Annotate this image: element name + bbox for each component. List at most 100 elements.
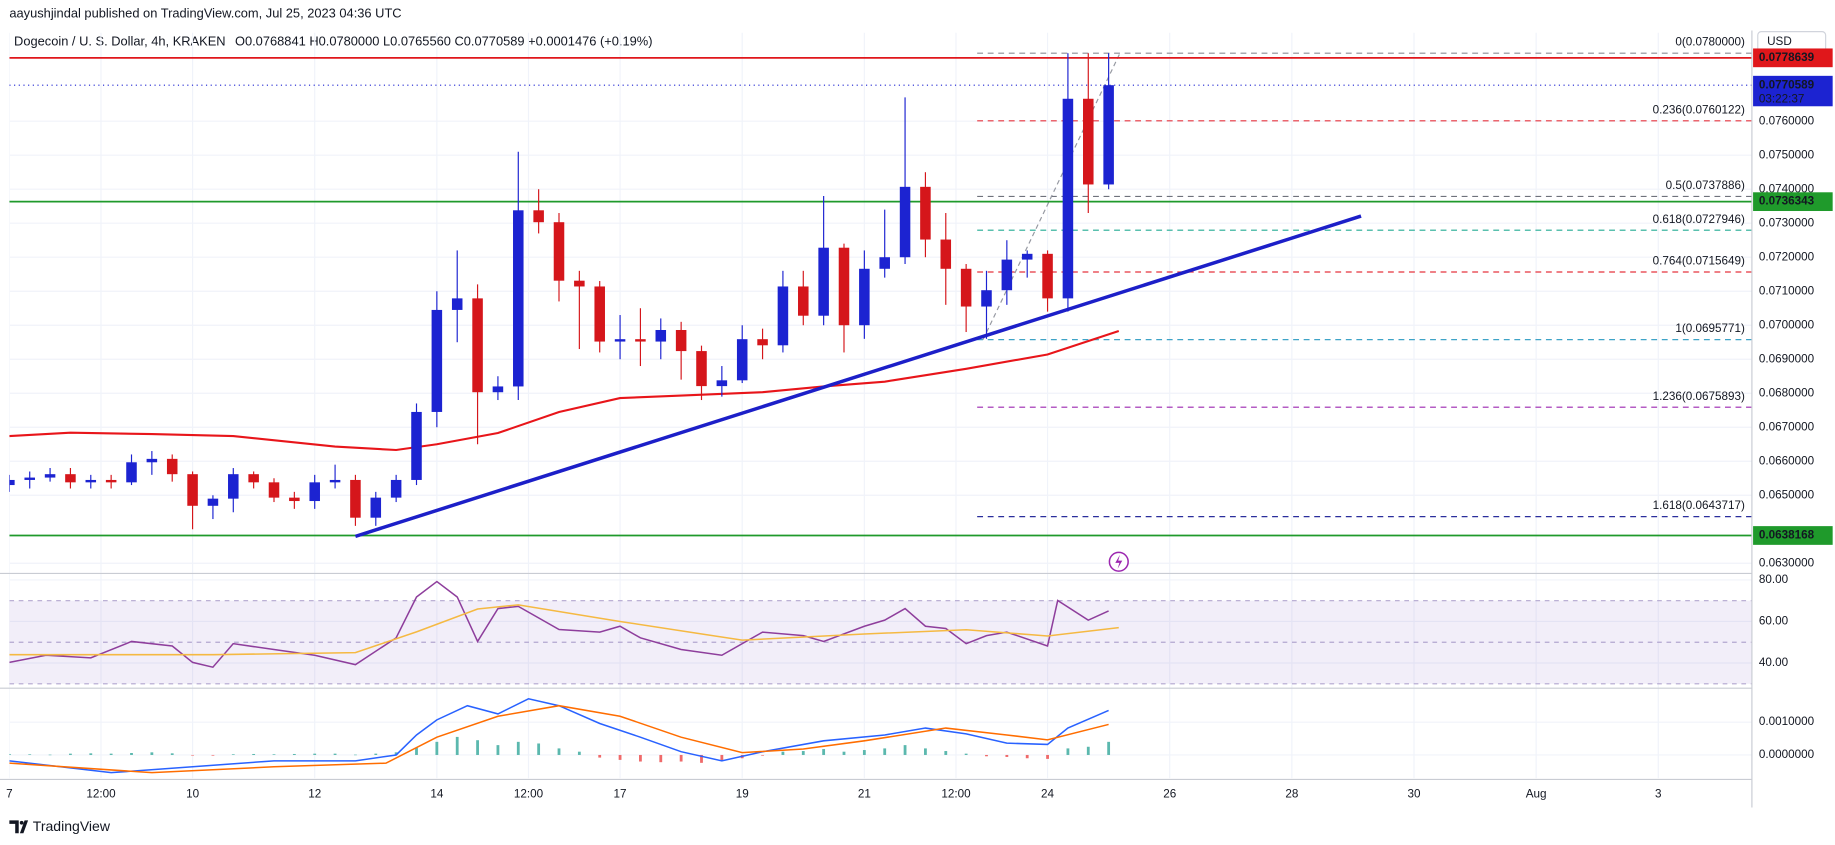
histogram-bar	[1046, 754, 1049, 759]
histogram-bar	[252, 753, 256, 755]
histogram-bar	[231, 754, 235, 755]
histogram-bar	[272, 754, 276, 755]
candle-body	[1062, 98, 1074, 299]
x-tick-label: 26	[1163, 788, 1176, 801]
candle-body	[370, 497, 382, 518]
histogram-bar	[679, 754, 683, 762]
indicator-line	[9, 580, 1109, 669]
y-tick-label: 0.0000000	[1759, 748, 1815, 761]
candle-body	[24, 477, 35, 480]
histogram-bar	[9, 753, 11, 755]
x-tick-label: 19	[736, 788, 749, 801]
fib-label: 0.5(0.0737886)	[1666, 179, 1745, 192]
x-tick-label: 12	[308, 788, 321, 801]
histogram-bar	[354, 754, 357, 756]
candle-body	[390, 479, 402, 498]
histogram-bar	[761, 754, 764, 756]
candle-body	[553, 222, 565, 281]
x-tick-label: 30	[1407, 788, 1421, 801]
histogram-bar	[822, 749, 826, 755]
candle-body	[696, 351, 707, 387]
histogram-bar	[130, 752, 133, 755]
candle-body	[981, 290, 992, 307]
histogram-bar	[150, 752, 154, 755]
y-tick-label: 60.00	[1759, 615, 1789, 628]
candle-body	[798, 286, 809, 316]
histogram-bar	[211, 754, 215, 756]
candle-body	[1103, 85, 1114, 185]
candle-body	[411, 411, 422, 480]
histogram-bar	[333, 753, 337, 755]
fib-label: 1(0.0695771)	[1675, 322, 1745, 335]
x-tick-label: 28	[1285, 788, 1298, 801]
candle-body	[716, 380, 728, 387]
price-level-tag	[1753, 48, 1833, 68]
y-tick-label: 0.0740000	[1759, 182, 1815, 195]
y-tick-label: 80.00	[1759, 573, 1789, 586]
x-tick-label: 12:00	[941, 788, 971, 801]
candle-body	[675, 329, 687, 352]
candle-body	[9, 479, 15, 486]
currency-label[interactable]: USD	[1767, 35, 1792, 48]
histogram-bar	[577, 751, 581, 755]
alert-icon[interactable]	[1108, 551, 1129, 572]
ohlc-values: O0.0768841 H0.0780000 L0.0765560 C0.0770…	[235, 34, 653, 49]
candle-body	[166, 458, 178, 475]
y-tick-label: 0.0630000	[1759, 556, 1815, 569]
candle-body	[920, 186, 931, 240]
candle-body	[960, 268, 972, 307]
histogram-bar	[862, 750, 866, 755]
x-tick-label: 3	[1655, 788, 1662, 801]
y-tick-label: 0.0720000	[1759, 250, 1815, 263]
symbol-title: Dogecoin / U. S. Dollar, 4h, KRAKEN	[14, 34, 226, 49]
fib-label: 0.764(0.0715649)	[1653, 255, 1745, 268]
candle-body	[635, 339, 646, 342]
histogram-bar	[944, 751, 948, 755]
plot-area	[9, 32, 1752, 779]
histogram-bar	[48, 754, 52, 756]
y-tick-label: 0.0710000	[1759, 284, 1815, 297]
histogram-bar	[435, 741, 439, 755]
histogram-bar	[1005, 754, 1009, 757]
candle-body	[431, 309, 443, 412]
price-level-label: 0.0778639	[1759, 51, 1815, 64]
last-price-tag	[1753, 75, 1833, 107]
candle-body	[655, 329, 667, 342]
candle-body	[899, 186, 911, 258]
candle-body	[574, 280, 585, 287]
candle-body	[736, 339, 748, 381]
x-tick-label: 12:00	[514, 788, 544, 801]
price-level-label: 0.0638168	[1759, 529, 1815, 542]
candle-body	[1042, 253, 1053, 299]
fib-label: 0.236(0.0760122)	[1653, 103, 1745, 116]
bar-countdown: 03:22:37	[1759, 92, 1805, 105]
candle-body	[614, 339, 626, 342]
published-note: aayushjindal published on TradingView.co…	[9, 5, 401, 20]
histogram-bar	[69, 753, 72, 755]
fib-label: 1.236(0.0675893)	[1653, 390, 1745, 403]
histogram-bar	[1086, 746, 1090, 755]
last-price-label: 0.0770589	[1759, 78, 1815, 91]
x-tick-label: 10	[186, 788, 200, 801]
candle-body	[146, 458, 158, 463]
y-tick-label: 0.0650000	[1759, 488, 1815, 501]
candle-body	[533, 210, 544, 223]
y-tick-label: 0.0010000	[1759, 715, 1815, 728]
candle-body	[329, 479, 341, 483]
candle-body	[44, 474, 56, 478]
candle-body	[65, 474, 76, 483]
candle-body	[594, 286, 605, 342]
histogram-bar	[1025, 754, 1029, 759]
candle-body	[268, 482, 280, 498]
candle-body	[1001, 259, 1013, 291]
histogram-bar	[924, 748, 927, 755]
histogram-bar	[557, 748, 561, 755]
fib-label: 1.618(0.0643717)	[1653, 499, 1745, 512]
histogram-bar	[720, 754, 724, 761]
candle-body	[757, 339, 768, 346]
histogram-bar	[639, 754, 642, 762]
histogram-bar	[89, 753, 93, 755]
candle-body	[126, 462, 137, 483]
y-tick-label: 0.0750000	[1759, 148, 1815, 161]
candle-body	[207, 498, 219, 506]
